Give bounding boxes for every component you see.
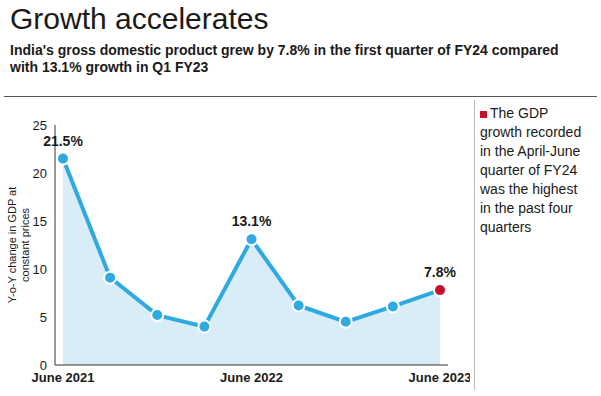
html-text:Growth accelerates: Growth accelerates <box>10 2 269 35</box>
svg-text:0: 0 <box>40 358 47 373</box>
svg-text:13.1%: 13.1% <box>232 213 272 229</box>
svg-text:25: 25 <box>33 118 47 133</box>
svg-text:June 2023: June 2023 <box>409 370 470 385</box>
svg-text:20: 20 <box>33 166 47 181</box>
svg-text:10: 10 <box>33 262 47 277</box>
html-text:The GDP growth recorded in the: The GDP growth recorded in the April-Jun… <box>480 105 582 235</box>
svg-text:5: 5 <box>40 310 47 325</box>
svg-text:21.5%: 21.5% <box>43 133 83 149</box>
svg-text:7.8%: 7.8% <box>424 264 456 280</box>
html-text:India's gross domestic product: India's gross domestic product grew by 7… <box>10 42 559 75</box>
svg-text:15: 15 <box>33 214 47 229</box>
svg-text:Y-o-Y change in GDP atconstant: Y-o-Y change in GDP atconstant prices <box>6 187 31 304</box>
svg-text:June 2022: June 2022 <box>220 370 283 385</box>
svg-text:June 2021: June 2021 <box>31 370 95 386</box>
